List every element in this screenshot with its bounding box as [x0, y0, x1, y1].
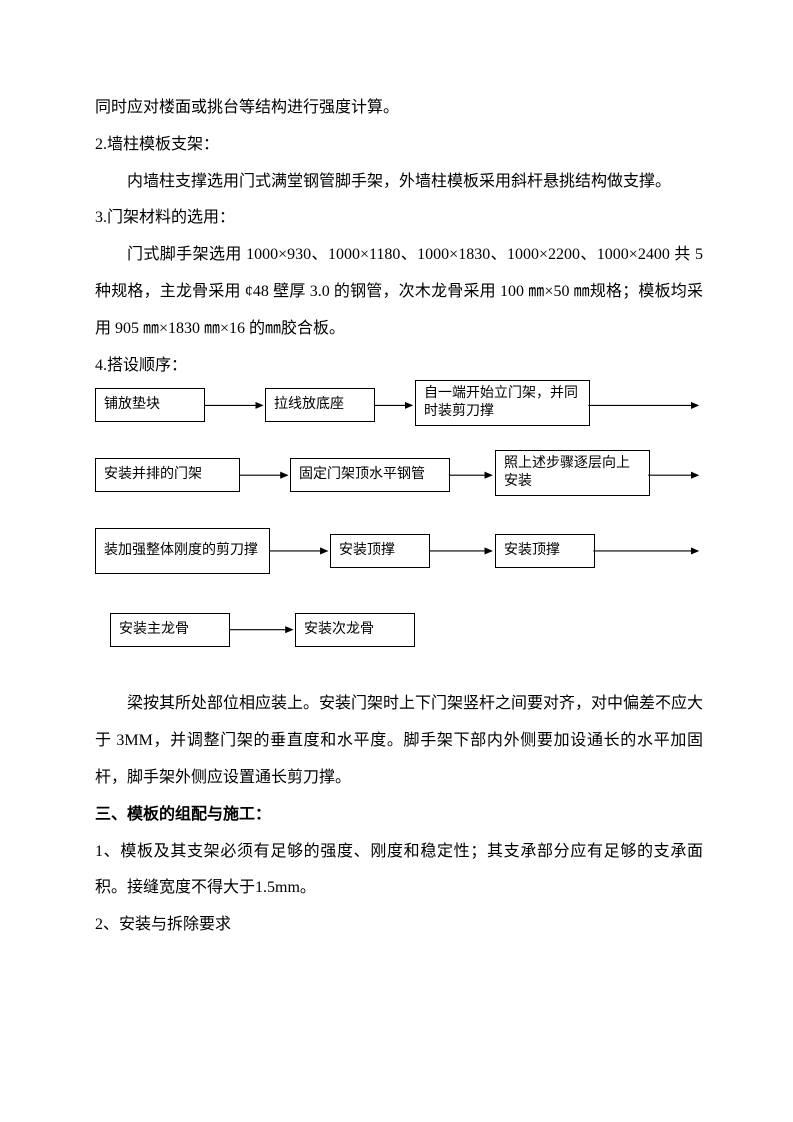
- section-heading-3: 三、模板的组配与施工：: [95, 797, 703, 834]
- flow-node-10: 安装主龙骨: [110, 613, 230, 647]
- flow-node-5: 固定门架顶水平钢管: [290, 458, 450, 492]
- para-1: 同时应对楼面或挑台等结构进行强度计算。: [95, 90, 703, 127]
- para-7: 梁按其所处部位相应装上。安装门架时上下门架竖杆之间要对齐，对中偏差不应大于 3M…: [95, 686, 703, 796]
- para-6: 4.搭设顺序：: [95, 348, 703, 385]
- flow-node-3: 自一端开始立门架，并同时装剪刀撑: [415, 380, 590, 426]
- flow-node-11: 安装次龙骨: [295, 613, 415, 647]
- para-5: 门式脚手架选用 1000×930、1000×1180、1000×1830、100…: [95, 237, 703, 347]
- para-8: 1、模板及其支架必须有足够的强度、刚度和稳定性；其支承部分应有足够的支承面积。接…: [95, 834, 703, 908]
- flow-node-4: 安装并排的门架: [95, 458, 240, 492]
- flowchart: 铺放垫块 拉线放底座 自一端开始立门架，并同时装剪刀撑 安装并排的门架 固定门架…: [95, 388, 703, 678]
- flow-node-6: 照上述步骤逐层向上安装: [495, 450, 650, 496]
- flow-node-7: 装加强整体刚度的剪刀撑: [95, 528, 270, 574]
- flow-node-8: 安装顶撑: [330, 534, 430, 568]
- page-content: 同时应对楼面或挑台等结构进行强度计算。 2.墙柱模板支架： 内墙柱支撑选用门式满…: [0, 0, 793, 944]
- para-9: 2、安装与拆除要求: [95, 907, 703, 944]
- flow-node-1: 铺放垫块: [95, 388, 205, 422]
- para-2: 2.墙柱模板支架：: [95, 127, 703, 164]
- para-4: 3.门架材料的选用：: [95, 200, 703, 237]
- para-3: 内墙柱支撑选用门式满堂钢管脚手架，外墙柱模板采用斜杆悬挑结构做支撑。: [95, 164, 703, 201]
- flow-node-9: 安装顶撑: [495, 534, 595, 568]
- flow-node-2: 拉线放底座: [265, 388, 375, 422]
